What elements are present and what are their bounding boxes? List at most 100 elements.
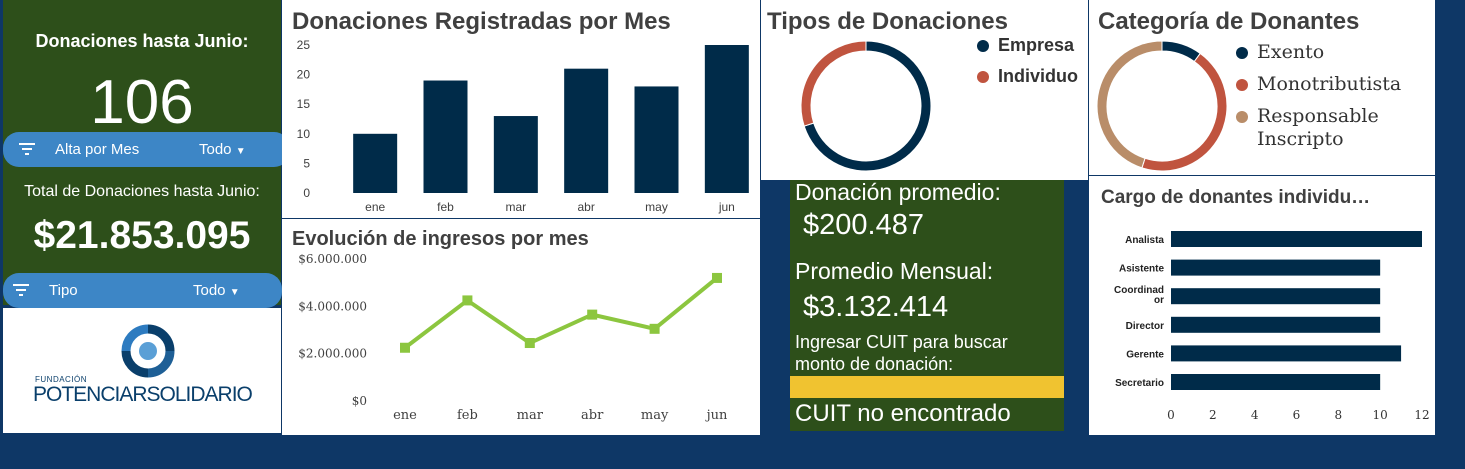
legend-label: Empresa (998, 35, 1075, 55)
y-tick-label: or (1154, 295, 1164, 306)
data-point (587, 309, 598, 320)
bar (564, 68, 609, 193)
donut-slice (1141, 52, 1228, 172)
cuit-input[interactable] (790, 376, 1064, 398)
donut-tipos-panel: Tipos de Donaciones Empresa Individuo (761, 0, 1088, 180)
legend-swatch (1236, 47, 1248, 59)
legend-swatch (1236, 111, 1248, 123)
y-tick-label: Asistente (1119, 264, 1164, 275)
filter-icon (18, 141, 36, 161)
monthly-value: $3.132.414 (803, 291, 949, 323)
hbar (1171, 231, 1422, 247)
series-line (403, 276, 719, 350)
monthly-label: Promedio Mensual: (795, 258, 994, 284)
donut-slice (800, 40, 867, 127)
donations-label: Donaciones hasta Junio: (35, 31, 249, 51)
x-tick-label: 8 (1335, 408, 1343, 422)
filter-label: Tipo (49, 282, 78, 299)
bar (634, 86, 679, 193)
total-value: $21.853.095 (33, 214, 251, 257)
x-tick-label: abr (581, 408, 604, 423)
x-tick-label: abr (577, 200, 594, 214)
y-tick-label: 10 (297, 127, 311, 141)
donut-slice (1096, 40, 1163, 169)
bar-chart-panel: Donaciones Registradas por Mes 25 20 15 10 5… (282, 0, 760, 218)
caret-down-icon: ▼ (235, 146, 246, 157)
x-tick-label: 10 (1373, 408, 1388, 422)
bar-chart-title: Donaciones Registradas por Mes (292, 8, 671, 35)
hbar-chart-title: Cargo de donantes individu… (1101, 187, 1371, 208)
legend-swatch (1236, 79, 1248, 91)
hbar (1171, 345, 1402, 362)
y-tick-label: 25 (297, 38, 311, 52)
line-chart: $6.000.000 $4.000.000 $2.000.000 $0 ene feb ma… (298, 252, 728, 423)
hbar (1171, 288, 1381, 305)
y-tick-label: 5 (303, 156, 310, 170)
y-tick-label: $2.000.000 (298, 347, 367, 361)
avg-label: Donación promedio: (795, 179, 1001, 205)
legend-label: Exento (1257, 41, 1324, 63)
filter-value-text: Todo (199, 141, 232, 158)
y-tick-label: 15 (297, 97, 311, 111)
x-tick-label: feb (457, 408, 478, 423)
donut-slice (1161, 40, 1201, 63)
x-tick-label: may (641, 408, 669, 423)
data-point (712, 272, 722, 283)
data-point (400, 342, 410, 353)
logo-line2: POTENCIARSOLIDARIO (33, 383, 253, 406)
legend-label: Monotributista (1257, 73, 1401, 95)
x-tick-label: 6 (1293, 408, 1301, 422)
avg-value: $200.487 (803, 209, 924, 241)
y-tick-label: Director (1126, 321, 1164, 332)
logo-icon (121, 324, 175, 378)
data-point (524, 338, 535, 349)
donut-categoria-panel: Categoría de Donantes Exento Monotributis… (1089, 0, 1435, 175)
logo-panel: FUNDACIÓN POTENCIARSOLIDARIO (3, 308, 281, 433)
x-tick-label: ene (393, 408, 417, 423)
bar (493, 116, 538, 193)
logo-line1: FUNDACIÓN (35, 375, 88, 384)
y-tick-label: 20 (297, 68, 311, 82)
y-tick-label: Secretario (1115, 378, 1164, 389)
filter-icon (12, 282, 30, 302)
x-tick-label: 4 (1251, 408, 1259, 422)
donut-tipos-title: Tipos de Donaciones (767, 8, 1008, 35)
legend-label: Inscripto (1257, 128, 1344, 150)
y-tick-label: Analista (1125, 235, 1164, 246)
donations-value: 106 (90, 68, 194, 137)
filter-label: Alta por Mes (55, 141, 140, 158)
bar (423, 80, 468, 193)
donut-tipos-chart: Empresa Individuo (800, 35, 1078, 172)
y-tick-label: $6.000.000 (298, 252, 367, 266)
filter-value[interactable]: Todo ▼ (199, 141, 246, 158)
hbar (1171, 259, 1381, 276)
y-tick-label: Coordinad (1114, 285, 1164, 296)
x-tick-label: mar (505, 200, 526, 214)
filter-value[interactable]: Todo ▼ (193, 282, 240, 299)
y-tick-label: 0 (303, 186, 310, 200)
cuit-prompt: Ingresar CUIT para buscar monto de donac… (795, 332, 1008, 374)
filter-alta-por-mes[interactable]: Alta por Mes Todo ▼ (3, 132, 290, 167)
cuit-result: CUIT no encontrado (795, 400, 1011, 427)
hbar-chart-panel: Cargo de donantes individu… Analista Asis… (1089, 176, 1435, 435)
bar-chart: 25 20 15 10 5 0 ene feb mar abr may jun (297, 38, 749, 214)
filter-value-text: Todo (193, 282, 226, 299)
x-tick-label: jun (718, 200, 735, 214)
legend-swatch (977, 71, 989, 83)
legend-swatch (977, 40, 989, 52)
data-point (462, 295, 473, 306)
caret-down-icon: ▼ (229, 287, 240, 298)
x-tick-label: 12 (1414, 408, 1429, 422)
x-tick-label: 2 (1209, 408, 1217, 422)
y-tick-label: $0 (352, 394, 367, 408)
donut-categoria-title: Categoría de Donantes (1098, 8, 1360, 35)
legend-label: Individuo (998, 66, 1078, 86)
x-tick-label: ene (365, 200, 385, 214)
total-label: Total de Donaciones hasta Junio: (24, 183, 260, 200)
filter-tipo[interactable]: Tipo Todo ▼ (3, 273, 282, 308)
bar (353, 133, 398, 193)
legend-label: Responsable (1257, 105, 1379, 127)
x-tick-label: 0 (1167, 408, 1175, 422)
